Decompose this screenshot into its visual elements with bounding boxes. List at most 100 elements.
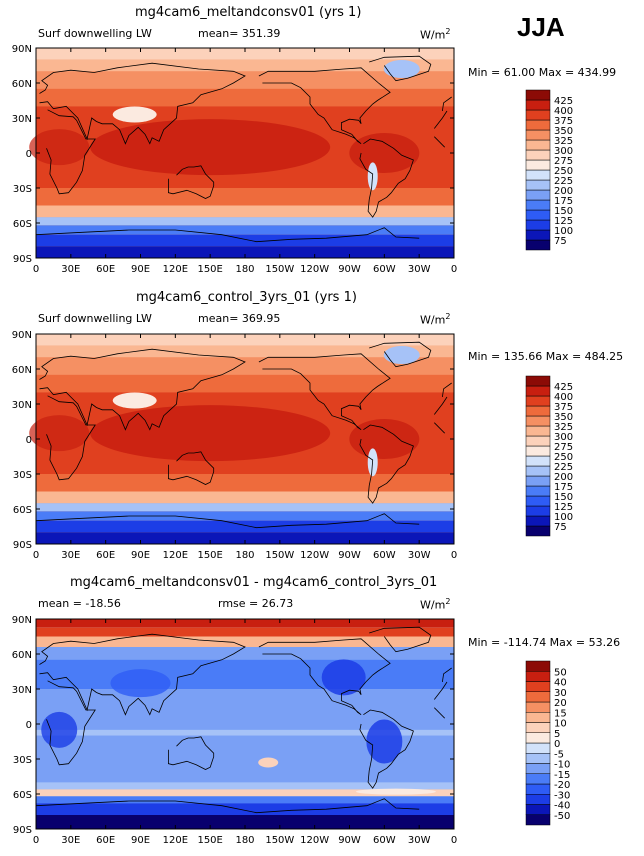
colorbar-label: 15 [554, 708, 567, 719]
colorbar-label: 0 [554, 739, 560, 750]
colorbar-swatch [525, 89, 551, 101]
x-tick-label: 90E [131, 264, 150, 275]
colorbar-swatch [525, 465, 551, 477]
colorbar-swatch [525, 119, 551, 131]
y-tick-label: 0 [26, 435, 32, 446]
colorbar-swatch [525, 405, 551, 417]
panel2-variable-label: Surf downwelling LW [38, 312, 152, 325]
panel1-map: 0 30E 60E 90E 120E 150E 180 150W 120W 90W 60W 30W 09… [12, 44, 457, 275]
y-tick-label: 30N [12, 685, 32, 696]
colorbar-swatch [525, 773, 551, 785]
colorbar-label: 425 [554, 382, 573, 393]
x-tick-label: 0 [33, 835, 39, 846]
x-tick-label: 30W [408, 550, 431, 561]
x-tick-label: 90E [131, 550, 150, 561]
colorbar-swatch [525, 722, 551, 733]
x-tick-label: 180 [235, 550, 254, 561]
x-tick-label: 150E [197, 835, 222, 846]
colorbar-swatch [525, 375, 551, 387]
x-tick-label: 60E [96, 550, 115, 561]
colorbar-swatch [525, 395, 551, 407]
colorbar-swatch [525, 169, 551, 181]
colorbar-swatch [525, 229, 551, 241]
colorbar-label: 250 [554, 452, 573, 463]
panel2-units-label: W/m2 [420, 312, 451, 327]
y-tick-label: 60N [12, 79, 32, 90]
panel1-colorbar: 7510012515017520022525027530032535037540… [525, 89, 573, 251]
y-tick-label: 30N [12, 114, 32, 125]
colorbar-swatch [525, 712, 551, 723]
colorbar-swatch [525, 199, 551, 211]
colorbar-label: 425 [554, 96, 573, 107]
colorbar-swatch [525, 505, 551, 517]
colorbar-swatch [525, 455, 551, 467]
panel2-colorbar: 7510012515017520022525027530032535037540… [525, 375, 573, 537]
colorbar-label: 200 [554, 186, 573, 197]
colorbar-label: 300 [554, 432, 573, 443]
colorbar-swatch [525, 763, 551, 774]
colorbar-label: -10 [554, 760, 570, 771]
colorbar-label: 400 [554, 392, 573, 403]
panel2-minmax: Min = 135.66 Max = 484.25 [468, 350, 624, 363]
colorbar-swatch [525, 129, 551, 141]
colorbar-label: 350 [554, 412, 573, 423]
colorbar-label: 10 [554, 719, 567, 730]
colorbar-swatch [525, 701, 551, 713]
colorbar-swatch [525, 445, 551, 457]
colorbar-swatch [525, 475, 551, 487]
colorbar-label: 325 [554, 422, 573, 433]
y-tick-label: 90S [13, 540, 32, 551]
colorbar-swatch [525, 794, 551, 805]
x-tick-label: 0 [451, 550, 457, 561]
colorbar-label: 175 [554, 196, 573, 207]
panel1-minmax: Min = 61.00 Max = 434.99 [468, 66, 617, 79]
x-tick-label: 90E [131, 835, 150, 846]
colorbar-label: -50 [554, 811, 570, 822]
y-tick-label: 60S [13, 505, 32, 516]
y-tick-label: 0 [26, 720, 32, 731]
x-tick-label: 60W [373, 550, 396, 561]
x-tick-label: 30W [408, 264, 431, 275]
colorbar-label: 275 [554, 156, 573, 167]
y-tick-label: 60S [13, 790, 32, 801]
colorbar-label: 400 [554, 106, 573, 117]
colorbar-label: 300 [554, 146, 573, 157]
panel3-map: 0 30E 60E 90E 120E 150E 180 150W 120W 90W 60W 30W 09… [12, 615, 457, 846]
colorbar-label: 225 [554, 176, 573, 187]
colorbar-swatch [525, 189, 551, 201]
colorbar-swatch [525, 385, 551, 397]
x-tick-label: 180 [235, 835, 254, 846]
x-tick-label: 150W [265, 264, 294, 275]
colorbar-label: 225 [554, 462, 573, 473]
x-tick-label: 60W [373, 264, 396, 275]
colorbar-label: 5 [554, 729, 560, 740]
colorbar-swatch [525, 485, 551, 497]
x-tick-label: 150E [197, 550, 222, 561]
x-tick-label: 150W [265, 835, 294, 846]
x-tick-label: 60W [373, 835, 396, 846]
colorbar-label: 350 [554, 126, 573, 137]
colorbar-label: 20 [554, 698, 567, 709]
colorbar-label: 75 [554, 522, 567, 533]
x-tick-label: 90W [338, 835, 361, 846]
x-tick-label: 120W [300, 550, 329, 561]
x-tick-label: 120E [163, 264, 188, 275]
x-tick-label: 0 [33, 550, 39, 561]
colorbar-label: 250 [554, 166, 573, 177]
panel3-mean-label: mean = -18.56 [38, 597, 121, 610]
colorbar-swatch [525, 814, 551, 826]
y-tick-label: 90S [13, 254, 32, 265]
colorbar-swatch [525, 732, 551, 744]
x-tick-label: 120W [300, 835, 329, 846]
colorbar-swatch [525, 804, 551, 815]
y-tick-label: 90N [12, 615, 32, 626]
panel3-units-label: W/m2 [420, 597, 451, 612]
colorbar-swatch [525, 783, 551, 795]
panel1-title: mg4cam6_meltandconsv01 (yrs 1) [135, 5, 362, 20]
colorbar-label: 100 [554, 226, 573, 237]
x-tick-label: 180 [235, 264, 254, 275]
panel1-mean-label: mean= 351.39 [198, 27, 281, 40]
x-tick-label: 150W [265, 550, 294, 561]
panel2-title: mg4cam6_control_3yrs_01 (yrs 1) [136, 290, 357, 305]
